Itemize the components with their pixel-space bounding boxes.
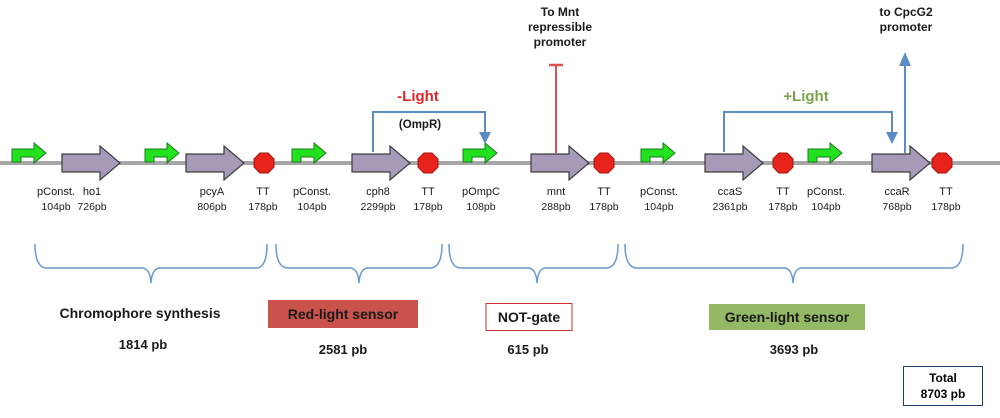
group-size: 1814 pb [118,337,168,352]
part-name: TT [776,186,790,198]
total-label: Total [929,371,957,385]
part-size: 2361pb [712,201,748,213]
mnt-target-label: To Mnt repressible promoter [527,5,593,49]
part-size: 178pb [931,201,961,213]
part-name: ho1 [82,186,102,198]
part-name: pOmpC [462,186,500,198]
terminator-icon [593,152,615,174]
part-size: 178pb [589,201,619,213]
part-name: TT [421,186,435,198]
part-name: TT [939,186,953,198]
total-value: 8703 pb [920,387,966,401]
terminator-icon [772,152,794,174]
part-name: pConst. [293,186,331,198]
group-size: 2581 pb [318,342,368,357]
part-size: 104pb [41,201,71,213]
brace-red-light-sensor [275,243,443,284]
ccar-output-arrowhead-icon [899,52,911,66]
part-size: 726pb [77,201,107,213]
part-size: 178pb [413,201,443,213]
gene-arrow-icon [61,144,121,182]
part-name: pConst. [640,186,678,198]
part-size: 2299pb [360,201,396,213]
part-size: 178pb [768,201,798,213]
brace-not-gate [448,243,619,284]
part-size: 104pb [644,201,674,213]
part-size: 768pb [882,201,912,213]
part-name: ccaS [717,186,743,198]
brace-chromophore-synthesis [34,243,268,284]
red-light-sensor-badge: Red-light sensor [268,300,418,328]
plus-light-label: +Light [783,88,829,105]
part-name: pcyA [199,186,225,198]
part-name: pConst. [807,186,845,198]
promoter-icon [144,141,180,165]
promoter-icon [807,141,843,165]
gene-arrow-icon [351,144,411,182]
part-size: 288pb [541,201,571,213]
part-size: 178pb [248,201,278,213]
group-size: 615 pb [507,342,549,357]
no-light-label: -Light [397,88,439,105]
part-size: 104pb [297,201,327,213]
ccas-arrowhead-icon [886,132,898,144]
terminator-icon [417,152,439,174]
part-size: 108pb [466,201,496,213]
brace-green-light-sensor [624,243,964,284]
promoter-icon [291,141,327,165]
ccas-activation-connector [723,111,893,152]
group-size: 3693 pb [769,342,819,357]
ompr-activation-connector [372,111,486,152]
part-name: pConst. [37,186,75,198]
promoter-icon [11,141,47,165]
part-size: 104pb [811,201,841,213]
gene-arrow-icon [704,144,764,182]
part-size: 806pb [197,201,227,213]
ompr-arrowhead-icon [479,132,491,144]
part-name: cph8 [366,186,390,198]
part-name: mnt [546,186,566,198]
part-name: ccaR [884,186,910,198]
gene-arrow-icon [185,144,245,182]
promoter-icon [640,141,676,165]
green-light-sensor-badge: Green-light sensor [709,304,865,330]
part-name: TT [597,186,611,198]
ccar-target-label: to CpcG2 promoter [879,5,933,34]
terminator-icon [253,152,275,174]
promoter-icon [462,141,498,165]
not-gate-badge: NOT-gate [485,303,573,331]
group-title: Chromophore synthesis [59,305,221,321]
ompr-label: (OmpR) [398,119,442,131]
gene-arrow-icon [530,144,590,182]
total-box: Total 8703 pb [903,366,983,406]
terminator-icon [931,152,953,174]
part-name: TT [256,186,270,198]
gene-arrow-icon [871,144,931,182]
